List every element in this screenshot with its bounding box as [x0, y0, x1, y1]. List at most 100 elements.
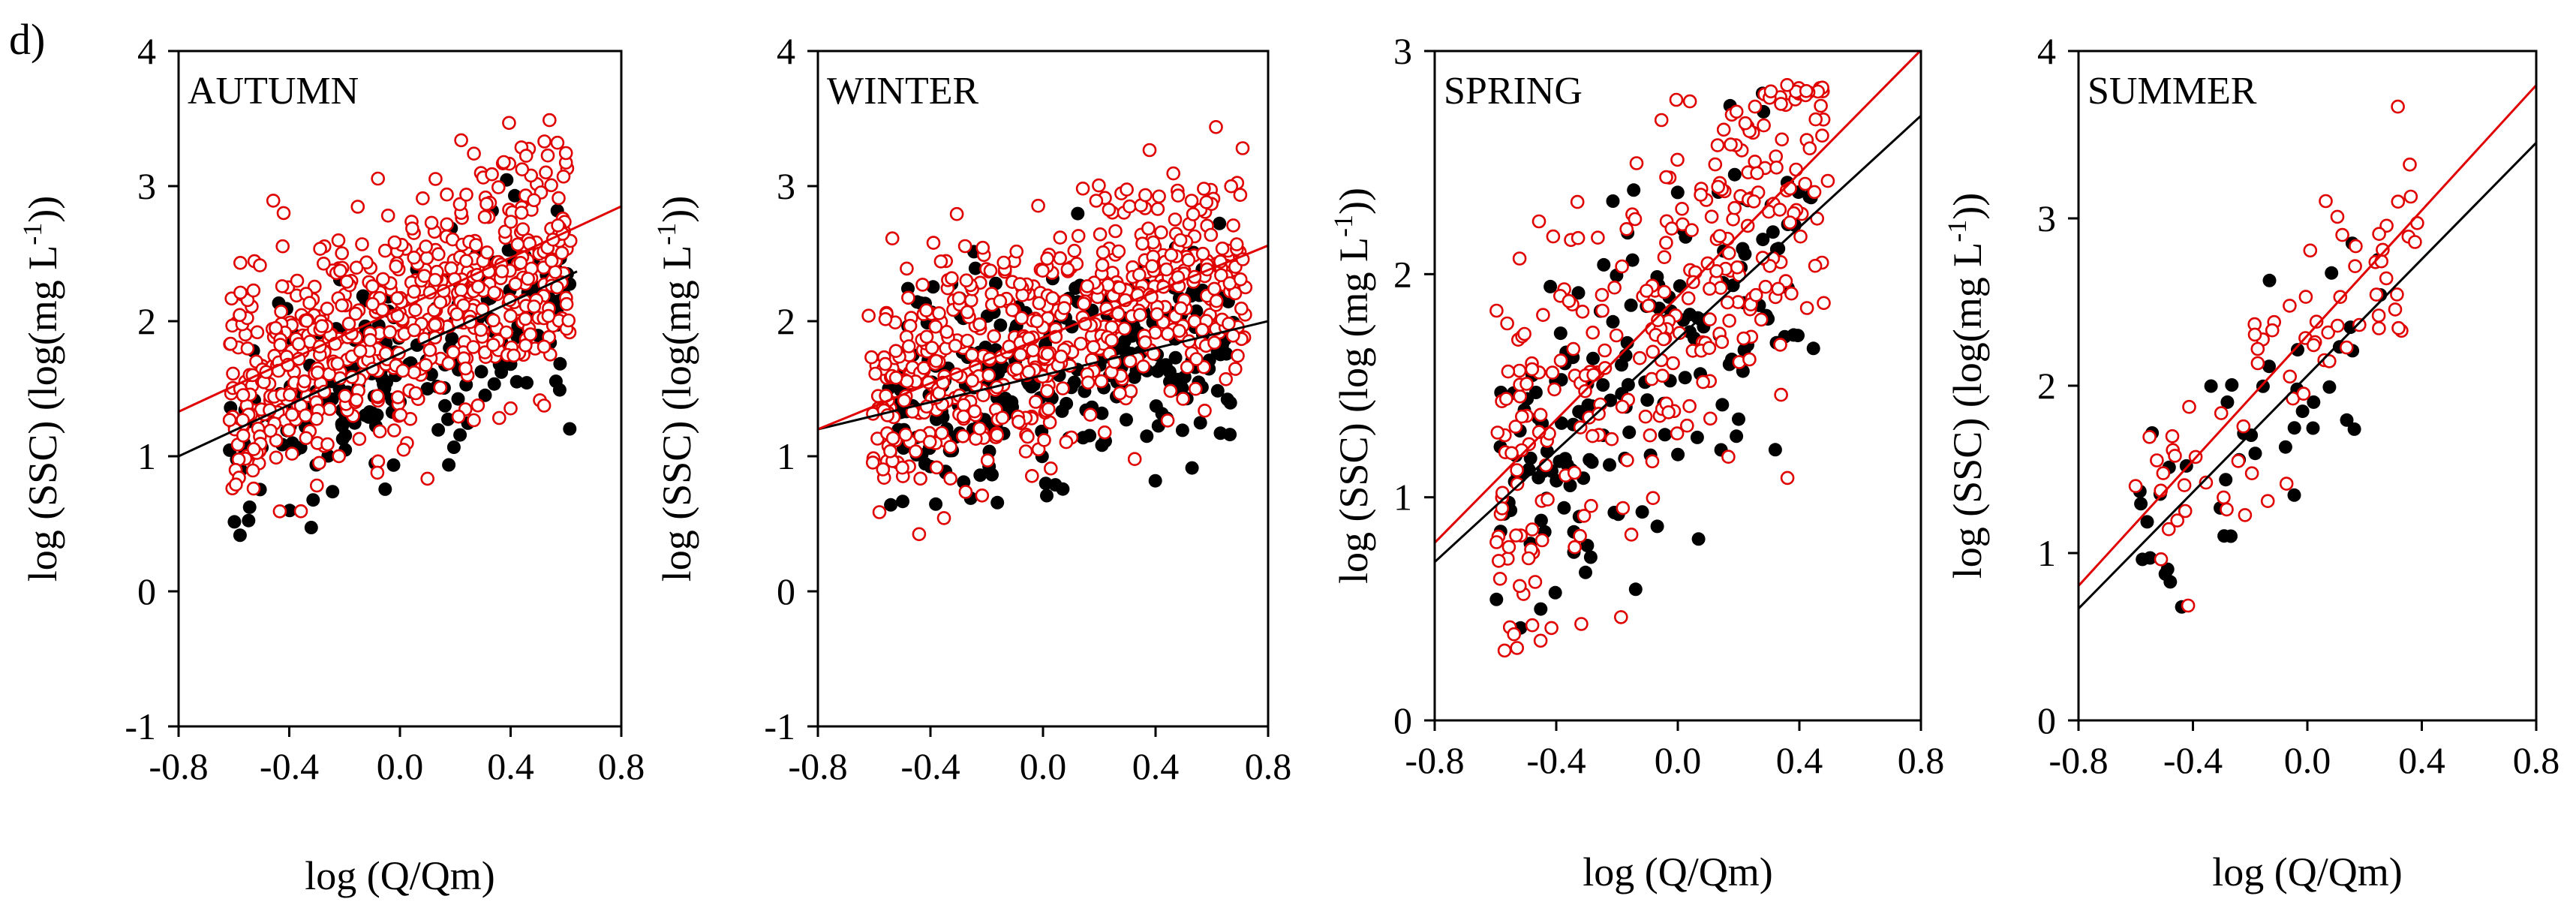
- scatter-point-open: [1226, 218, 1240, 233]
- scatter-point-open: [1799, 301, 1814, 315]
- scatter-point-open: [1810, 211, 1824, 226]
- scatter-point-open: [1646, 344, 1660, 359]
- scatter-point-open: [1501, 364, 1516, 379]
- scatter-point-open: [371, 171, 386, 186]
- scatter-point-open: [284, 446, 299, 461]
- scatter-point-open: [929, 460, 944, 475]
- scatter-point-filled: [2287, 488, 2301, 502]
- scatter-point-open: [1060, 262, 1075, 277]
- x-tick-label: 0.0: [1655, 739, 1702, 781]
- scatter-point-open: [473, 323, 488, 337]
- x-tick-label: 0.0: [1020, 745, 1067, 787]
- scatter-point-open: [1117, 321, 1132, 336]
- y-tick-label: 1: [2037, 532, 2056, 574]
- scatter-point-filled: [478, 388, 492, 402]
- scatter-point-open: [1133, 308, 1147, 322]
- scatter-point-open: [1685, 223, 1699, 238]
- y-tick-label: -1: [125, 705, 156, 747]
- x-tick-label: -0.8: [149, 745, 208, 787]
- scatter-point-filled: [2322, 380, 2337, 394]
- scatter-point-open: [959, 273, 974, 288]
- scatter-point-open: [1229, 237, 1244, 251]
- scatter-point-open: [1054, 349, 1069, 364]
- scatter-point-open: [975, 488, 990, 503]
- scatter-point-open: [1197, 182, 1211, 196]
- scatter-point-open: [376, 272, 390, 287]
- scatter-point-open: [2250, 356, 2265, 371]
- scatter-point-open: [967, 404, 982, 419]
- scatter-point-open: [1591, 230, 1605, 245]
- scatter-point-open: [1774, 387, 1788, 402]
- y-axis-label-close: )): [20, 196, 65, 223]
- scatter-point-open: [2177, 478, 2192, 492]
- scatter-point-open: [1234, 301, 1249, 316]
- scatter-point-open: [2244, 466, 2259, 481]
- scatter-point-filled: [451, 392, 465, 406]
- scatter-point-open: [1018, 444, 1033, 458]
- y-axis-label: log (SSC) (log (mg L-1)): [1328, 188, 1376, 584]
- scatter-point-open: [972, 317, 987, 332]
- scatter-point-filled: [2340, 413, 2354, 427]
- scatter-point-filled: [1067, 375, 1081, 389]
- scatter-point-open: [1142, 143, 1157, 158]
- scatter-point-open: [1664, 221, 1679, 236]
- x-tick-label: -0.4: [260, 745, 319, 787]
- scatter-point-filled: [1596, 378, 1610, 392]
- scatter-point-open: [1748, 287, 1763, 302]
- scatter-point-open: [1160, 413, 1175, 428]
- scatter-point-open: [1009, 244, 1023, 259]
- scatter-point-open: [1154, 225, 1168, 240]
- scatter-point-open: [909, 444, 923, 458]
- scatter-point-filled: [1683, 325, 1697, 339]
- scatter-point-open: [1755, 251, 1770, 265]
- scatter-point-filled: [335, 419, 350, 433]
- scatter-point-open: [521, 272, 536, 286]
- scatter-point-open: [1053, 230, 1068, 245]
- scatter-point-filled: [2220, 395, 2235, 409]
- scatter-point-open: [1040, 251, 1054, 266]
- scatter-point-open: [428, 272, 443, 287]
- scatter-point-open: [1540, 492, 1555, 507]
- scatter-point-open: [1758, 279, 1773, 294]
- scatter-point-open: [1775, 132, 1789, 147]
- scatter-point-filled: [386, 458, 401, 472]
- scatter-point-open: [335, 298, 349, 313]
- scatter-point-open: [467, 146, 481, 161]
- scatter-point-open: [1174, 301, 1188, 316]
- scatter-point-open: [513, 255, 528, 270]
- scatter-point-open: [1709, 263, 1724, 278]
- scatter-point-open: [390, 390, 405, 404]
- scatter-point-open: [2352, 317, 2367, 332]
- scatter-point-open: [1763, 84, 1778, 99]
- scatter-point-open: [1150, 307, 1165, 322]
- scatter-point-open: [1577, 509, 1592, 523]
- scatter-point-open: [1793, 229, 1808, 244]
- scatter-point-filled: [1185, 461, 1199, 475]
- scatter-point-open: [523, 327, 538, 341]
- y-tick-label: 2: [2037, 365, 2056, 407]
- scatter-point-filled: [2307, 395, 2321, 409]
- scatter-point-open: [350, 200, 365, 214]
- scatter-point-open: [1198, 403, 1212, 418]
- scatter-point-open: [2335, 227, 2349, 242]
- scatter-point-open: [2374, 254, 2388, 269]
- scatter-point-open: [291, 337, 306, 351]
- scatter-point-open: [393, 407, 408, 422]
- scatter-point-open: [1492, 571, 1507, 586]
- plot-area: [2079, 84, 2536, 614]
- scatter-point-open: [527, 193, 541, 208]
- scatter-point-open: [497, 224, 512, 239]
- scatter-point-filled: [356, 289, 370, 303]
- scatter-point-filled: [884, 498, 898, 512]
- scatter-point-filled: [1193, 416, 1207, 430]
- scatter-point-open: [939, 324, 954, 339]
- scatter-point-open: [1042, 401, 1056, 416]
- scatter-point-open: [299, 314, 314, 328]
- scatter-point-open: [1067, 243, 1082, 258]
- scatter-point-open: [1102, 203, 1117, 217]
- scatter-point-open: [320, 301, 335, 316]
- scatter-point-open: [1780, 78, 1794, 92]
- scatter-point-open: [895, 460, 909, 475]
- scatter-point-open: [419, 358, 433, 372]
